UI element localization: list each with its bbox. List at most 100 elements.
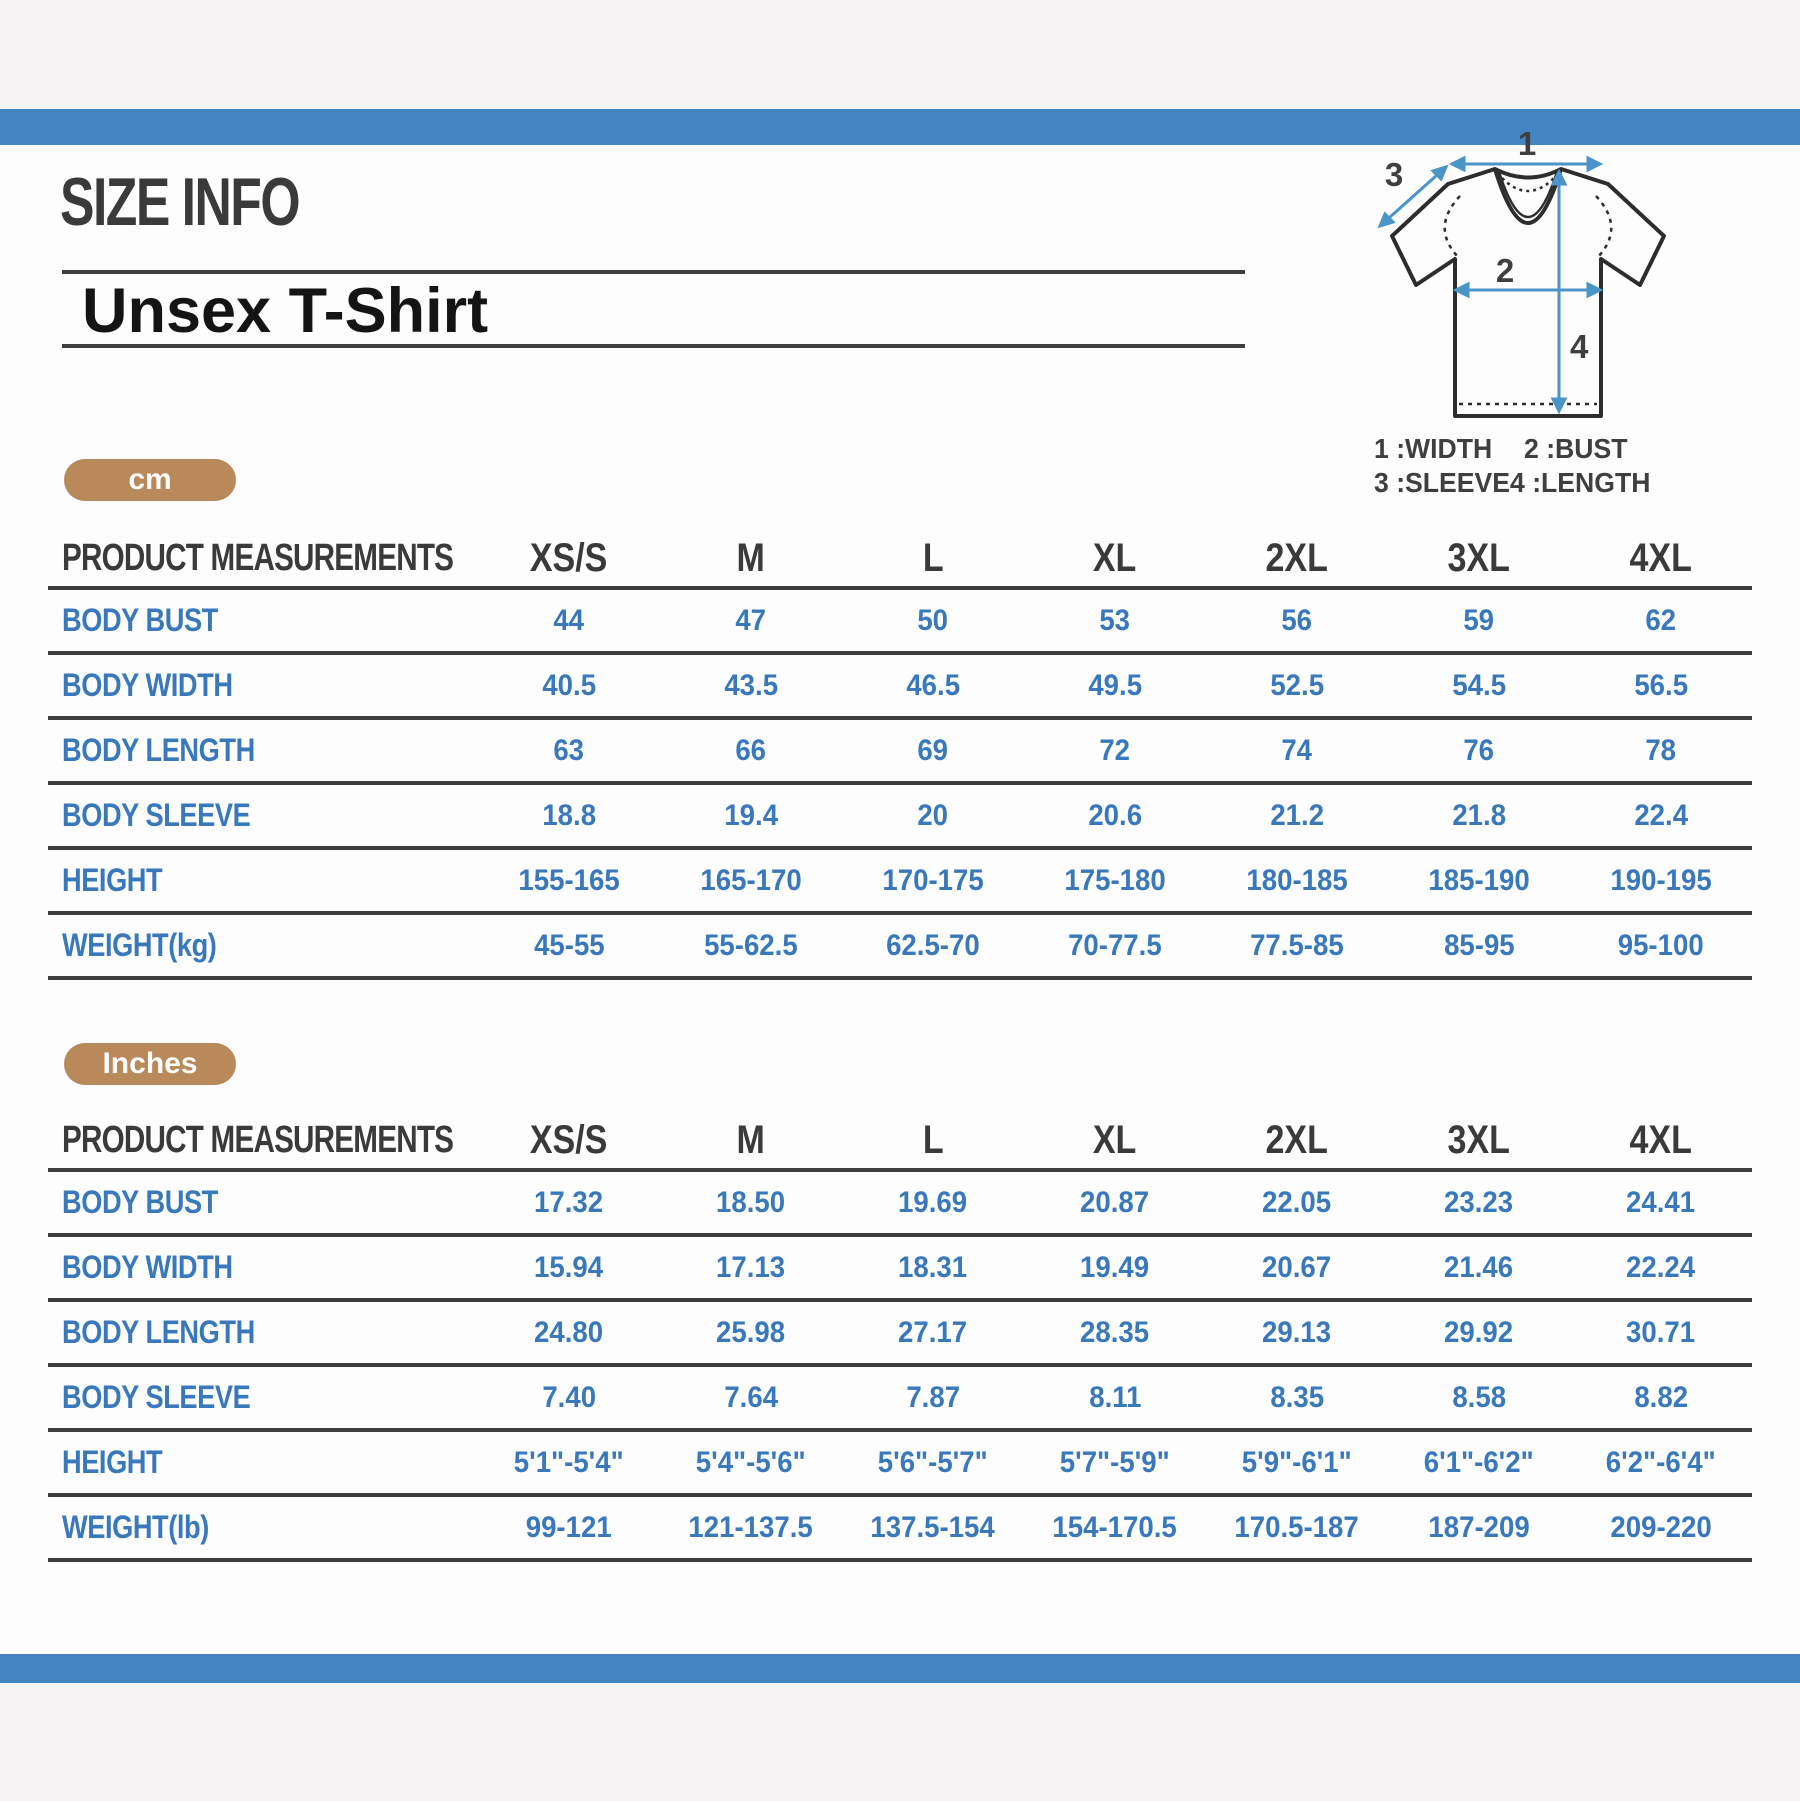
cell-value: 62 <box>1570 590 1752 651</box>
cell-value-text: 85-95 <box>1443 928 1515 962</box>
column-header-size: L <box>842 530 1024 586</box>
bottom-accent-bar <box>0 1654 1800 1683</box>
cell-value-text: 6'1"-6'2" <box>1424 1445 1534 1479</box>
cell-value: 185-190 <box>1388 850 1570 911</box>
cell-value-text: 5'9"-6'1" <box>1242 1445 1352 1479</box>
cell-value-text: 15.94 <box>534 1250 604 1284</box>
cell-value-text: 8.35 <box>1270 1380 1324 1414</box>
row-label: BODY WIDTH <box>48 655 478 716</box>
cell-value: 8.11 <box>1024 1367 1206 1428</box>
cell-value: 29.13 <box>1206 1302 1388 1363</box>
column-header-size-text: 2XL <box>1265 535 1329 580</box>
cell-value: 63 <box>478 720 660 781</box>
column-header-size: 2XL <box>1206 1112 1388 1168</box>
cell-value: 56 <box>1206 590 1388 651</box>
row-label: BODY SLEEVE <box>48 785 478 846</box>
table-header-row: PRODUCT MEASUREMENTS XS/S M L XL 2XL 3XL 4XL <box>48 530 1752 586</box>
cell-value: 8.58 <box>1388 1367 1570 1428</box>
cell-value-text: 62.5-70 <box>886 928 980 962</box>
cell-value-text: 99-121 <box>526 1510 612 1544</box>
divider-line <box>62 270 1245 274</box>
cell-value: 21.46 <box>1388 1237 1570 1298</box>
width-arrow-icon <box>1448 155 1604 173</box>
cell-value-text: 74 <box>1281 733 1313 767</box>
cell-value: 74 <box>1206 720 1388 781</box>
column-header-size-text: XS/S <box>530 535 608 580</box>
cell-value-text: 8.11 <box>1088 1380 1142 1414</box>
cell-value: 19.4 <box>660 785 842 846</box>
cell-value-text: 53 <box>1099 603 1131 637</box>
cell-value: 190-195 <box>1570 850 1752 911</box>
cell-value: 20.67 <box>1206 1237 1388 1298</box>
cell-value-text: 180-185 <box>1246 863 1348 897</box>
row-label: BODY WIDTH <box>48 1237 478 1298</box>
cell-value: 66 <box>660 720 842 781</box>
cell-value: 20.6 <box>1024 785 1206 846</box>
cell-value-text: 137.5-154 <box>870 1510 996 1544</box>
bust-arrow-icon <box>1452 281 1604 299</box>
legend-label: LENGTH <box>1541 467 1651 498</box>
cell-value-text: 22.05 <box>1262 1185 1332 1219</box>
column-header-size: M <box>660 530 842 586</box>
cell-value-text: 25.98 <box>716 1315 786 1349</box>
cell-value: 121-137.5 <box>660 1497 842 1558</box>
cell-value: 7.40 <box>478 1367 660 1428</box>
cell-value-text: 69 <box>917 733 949 767</box>
cell-value-text: 70-77.5 <box>1068 928 1162 962</box>
cell-value-text: 5'7"-5'9" <box>1060 1445 1170 1479</box>
cell-value: 154-170.5 <box>1024 1497 1206 1558</box>
unit-badge-cm: cm <box>64 459 236 501</box>
cell-value-text: 121-137.5 <box>688 1510 814 1544</box>
cell-value: 175-180 <box>1024 850 1206 911</box>
cell-value-text: 95-100 <box>1618 928 1704 962</box>
cell-value: 5'4"-5'6" <box>660 1432 842 1493</box>
cell-value-text: 7.64 <box>724 1380 778 1414</box>
table-row: WEIGHT(lb) 99-121 121-137.5 137.5-154 154-17… <box>48 1493 1752 1562</box>
column-header-size-text: XL <box>1093 1117 1137 1162</box>
cell-value: 5'9"-6'1" <box>1206 1432 1388 1493</box>
cell-value-text: 59 <box>1463 603 1495 637</box>
legend-label: SLEEVE <box>1405 467 1511 498</box>
column-header-size-text: XS/S <box>530 1117 608 1162</box>
cell-value-text: 45-55 <box>533 928 605 962</box>
row-label-text: BODY SLEEVE <box>62 1379 251 1415</box>
cell-value: 5'1"-5'4" <box>478 1432 660 1493</box>
legend-label: BUST <box>1555 433 1628 464</box>
column-header-size: XL <box>1024 530 1206 586</box>
measure-marker-labels: 1 2 3 4 <box>1385 128 1589 365</box>
cell-value: 6'1"-6'2" <box>1388 1432 1570 1493</box>
cell-value-text: 5'4"-5'6" <box>696 1445 806 1479</box>
cell-value: 8.35 <box>1206 1367 1388 1428</box>
cell-value-text: 76 <box>1463 733 1495 767</box>
cell-value: 44 <box>478 590 660 651</box>
column-header-size: XS/S <box>478 1112 660 1168</box>
table-row: WEIGHT(kg) 45-55 55-62.5 62.5-70 70-77.5 77.5… <box>48 911 1752 980</box>
cell-value-text: 62 <box>1645 603 1677 637</box>
cell-value: 43.5 <box>660 655 842 716</box>
cell-value: 72 <box>1024 720 1206 781</box>
cell-value-text: 54.5 <box>1452 668 1506 702</box>
cell-value: 137.5-154 <box>842 1497 1024 1558</box>
cell-value: 25.98 <box>660 1302 842 1363</box>
cell-value: 7.64 <box>660 1367 842 1428</box>
cell-value: 5'6"-5'7" <box>842 1432 1024 1493</box>
divider-line <box>62 344 1245 348</box>
cell-value-text: 7.40 <box>542 1380 596 1414</box>
marker-2: 2 <box>1496 252 1514 289</box>
product-name: Unsex T-Shirt <box>82 276 489 346</box>
cell-value-text: 21.8 <box>1452 798 1506 832</box>
cell-value: 24.80 <box>478 1302 660 1363</box>
cell-value-text: 47 <box>735 603 767 637</box>
column-header-size-text: 3XL <box>1447 1117 1511 1162</box>
cell-value: 30.71 <box>1570 1302 1752 1363</box>
cell-value-text: 5'1"-5'4" <box>514 1445 624 1479</box>
column-header-size-text: M <box>736 535 766 580</box>
row-label-text: BODY SLEEVE <box>62 797 251 833</box>
marker-3: 3 <box>1385 156 1403 193</box>
cell-value-text: 18.31 <box>898 1250 968 1284</box>
cell-value: 52.5 <box>1206 655 1388 716</box>
sleeve-arrow-icon <box>1377 164 1449 229</box>
cell-value: 70-77.5 <box>1024 915 1206 976</box>
table-row: HEIGHT 155-165 165-170 170-175 175-180 180-18… <box>48 846 1752 911</box>
